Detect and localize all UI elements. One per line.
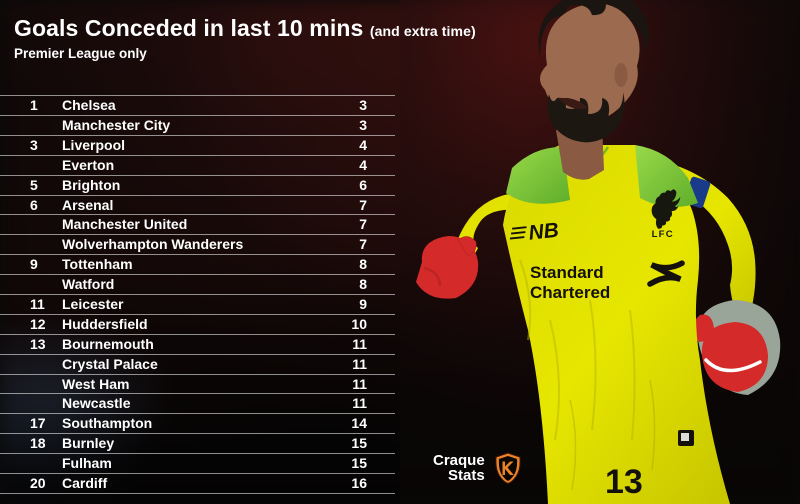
svg-text:Chartered: Chartered bbox=[530, 283, 610, 302]
svg-text:NB: NB bbox=[528, 219, 560, 245]
svg-text:LFC: LFC bbox=[652, 229, 674, 240]
svg-text:13: 13 bbox=[605, 463, 643, 501]
svg-text:Standard: Standard bbox=[530, 263, 604, 282]
